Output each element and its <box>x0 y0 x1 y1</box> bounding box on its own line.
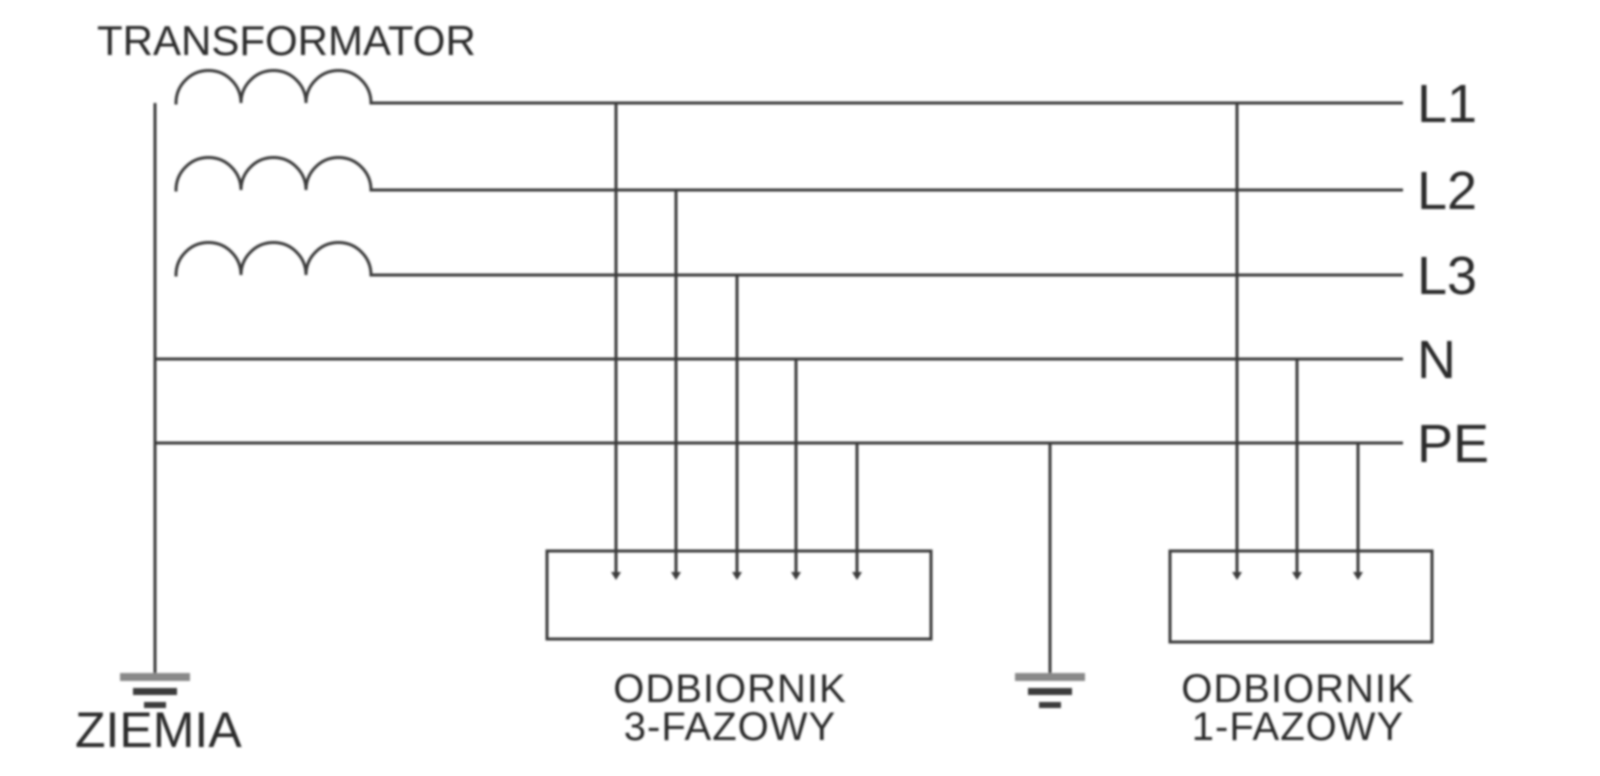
svg-text:L3: L3 <box>1417 246 1477 306</box>
svg-text:PE: PE <box>1417 414 1489 474</box>
svg-text:L1: L1 <box>1417 74 1477 134</box>
svg-text:3-FAZOWY: 3-FAZOWY <box>624 705 836 749</box>
svg-text:TRANSFORMATOR: TRANSFORMATOR <box>97 17 476 64</box>
svg-text:N: N <box>1417 330 1456 390</box>
svg-text:1-FAZOWY: 1-FAZOWY <box>1192 705 1404 749</box>
svg-text:L2: L2 <box>1417 161 1477 221</box>
svg-text:ZIEMIA: ZIEMIA <box>75 702 242 758</box>
